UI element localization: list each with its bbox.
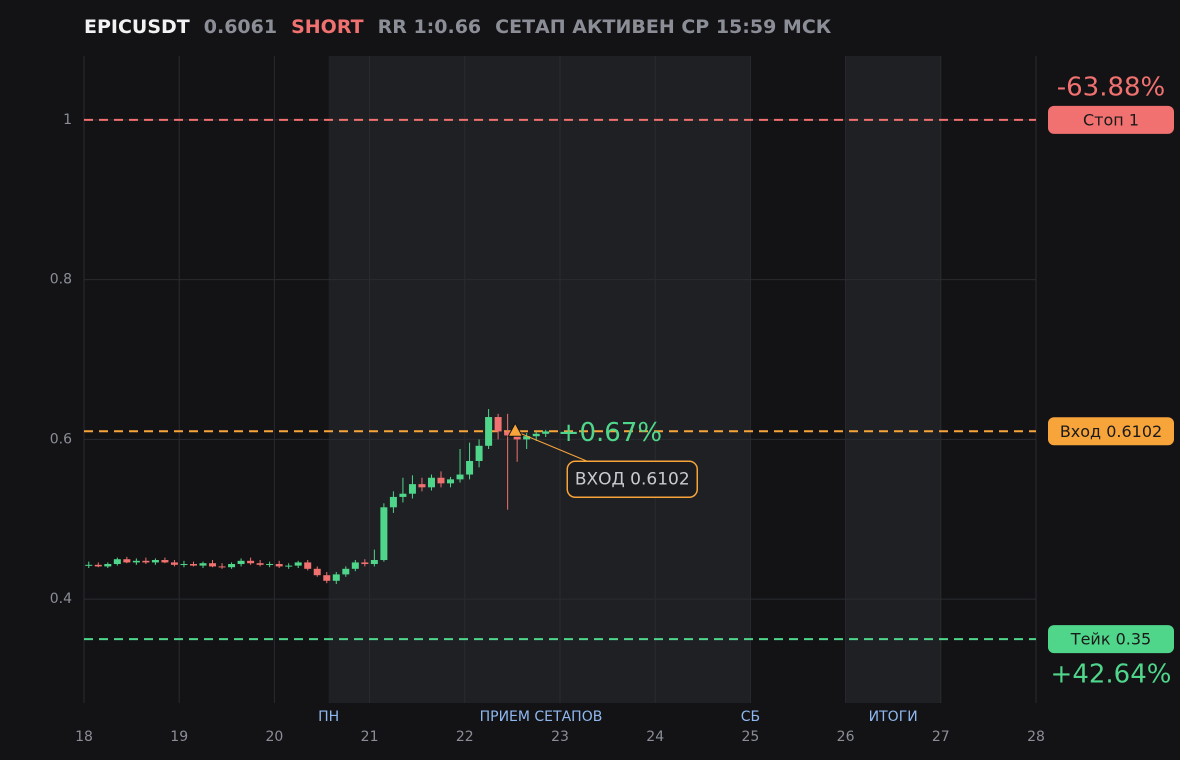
candle-body	[285, 565, 293, 567]
candle-body	[332, 574, 340, 581]
level-label: Тейк 0.35	[1070, 630, 1151, 649]
candle-body	[94, 564, 102, 567]
candle-body	[513, 435, 521, 440]
header: EPICUSDT 0.6061 SHORT RR 1:0.66 СЕТАП АК…	[84, 16, 831, 38]
candle-body	[389, 496, 397, 508]
candle-body	[237, 560, 245, 565]
level-badge	[1048, 625, 1174, 654]
last-change: +0.67%	[558, 418, 662, 448]
candle-body	[361, 562, 369, 565]
candle-body	[209, 563, 217, 567]
candle-body	[266, 564, 274, 566]
level-label: Стоп 1	[1083, 110, 1139, 129]
candle-body	[256, 563, 264, 565]
x-tick-label: 27	[932, 729, 950, 745]
band-label: ПРИЕМ СЕТАПОВ	[480, 709, 603, 725]
candle-body	[447, 479, 455, 484]
candle-body	[351, 562, 359, 569]
candle-body	[542, 431, 550, 434]
candle-body	[104, 564, 112, 567]
symbol: EPICUSDT	[84, 16, 190, 38]
candle-body	[218, 566, 226, 568]
candle-body	[228, 564, 236, 568]
band-label: СБ	[741, 709, 760, 725]
session-band	[328, 56, 751, 703]
candle-body	[485, 417, 493, 446]
y-tick-label: 0.8	[50, 272, 72, 288]
candle-body	[275, 564, 283, 567]
x-tick-label: 23	[551, 729, 569, 745]
candle-body	[189, 564, 197, 566]
x-tick-label: 26	[837, 729, 855, 745]
level-badge	[1048, 105, 1174, 134]
candle-body	[427, 477, 435, 488]
price: 0.6061	[203, 16, 278, 38]
x-tick-label: 25	[741, 729, 759, 745]
y-tick-label: 0.4	[50, 591, 72, 607]
candle-body	[475, 445, 483, 461]
candle-body	[170, 562, 178, 565]
band-label: ПН	[318, 709, 339, 725]
y-tick-label: 1	[63, 112, 72, 128]
candle-body	[494, 417, 502, 432]
x-tick-label: 24	[646, 729, 664, 745]
status: СЕТАП АКТИВЕН СР 15:59 МСК	[495, 16, 832, 38]
candle-body	[532, 433, 540, 437]
candle-body	[504, 431, 512, 436]
candle-body	[437, 477, 445, 484]
candle-body	[199, 563, 207, 566]
candle-body	[294, 562, 302, 566]
level-change: -63.88%	[1057, 72, 1166, 102]
level-change: +42.64%	[1051, 660, 1172, 690]
band-label: ИТОГИ	[869, 709, 918, 725]
level-badge	[1048, 417, 1174, 446]
candle-body	[370, 560, 378, 565]
candle-body	[313, 568, 321, 576]
candle-body	[323, 575, 331, 581]
candle-body	[466, 460, 474, 475]
session-band	[845, 56, 941, 703]
candle-body	[151, 560, 159, 563]
candle-body	[180, 564, 188, 566]
candle-body	[418, 484, 426, 488]
x-tick-label: 19	[170, 729, 188, 745]
candle-body	[304, 562, 312, 569]
callout-line	[515, 430, 588, 462]
y-tick-label: 0.6	[50, 431, 72, 447]
entry-marker	[507, 422, 524, 437]
level-label: Вход 0.6102	[1060, 422, 1162, 441]
candle-body	[85, 564, 93, 566]
x-tick-label: 28	[1027, 729, 1045, 745]
candle-body	[123, 559, 131, 563]
callout-label: ВХОД 0.6102	[575, 469, 690, 489]
candle-body	[247, 560, 255, 564]
candle-body	[161, 560, 169, 563]
x-tick-label: 21	[361, 729, 379, 745]
x-tick-label: 18	[75, 729, 93, 745]
x-tick-label: 22	[456, 729, 474, 745]
candle-body	[113, 559, 121, 565]
candle-body	[408, 484, 416, 494]
candle-body	[399, 493, 407, 497]
candle-body	[380, 507, 388, 561]
side: SHORT	[291, 16, 364, 38]
candle-body	[456, 474, 464, 480]
callout-box	[566, 460, 699, 499]
candle-body	[342, 568, 350, 575]
risk-reward: RR 1:0.66	[377, 16, 482, 38]
candle-body	[523, 436, 531, 440]
x-tick-label: 20	[265, 729, 283, 745]
candle-body	[142, 560, 150, 563]
candle-body	[132, 560, 140, 563]
